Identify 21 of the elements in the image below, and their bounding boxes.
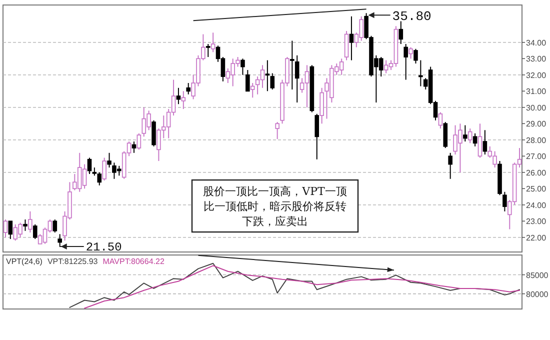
y-tick-label: 33.00 (526, 54, 547, 64)
y-tick-label: 85000 (526, 270, 549, 280)
annotation: 21.50 (86, 240, 122, 254)
y-tick-label: 28.00 (526, 136, 547, 145)
y-tick-label: 30.00 (526, 103, 547, 112)
annotation: 股价一顶比一顶高，VPT一顶比一顶低时，暗示股价将反转下跌，应卖出 (203, 185, 347, 228)
y-tick-label: 80000 (526, 290, 549, 299)
text: VPT:81225.93 (47, 257, 98, 266)
annotation: 35.80 (392, 9, 432, 24)
y-tick-label: 23.00 (526, 217, 547, 226)
y-tick-label: 32.00 (526, 70, 547, 80)
y-tick-label: 34.00 (526, 38, 547, 48)
text: MAVPT:80664.22 (102, 257, 165, 266)
y-tick-label: 27.00 (526, 152, 547, 162)
y-tick-label: 24.00 (526, 200, 547, 210)
y-tick-label: 31.00 (526, 87, 547, 96)
y-tick-label: 25.00 (526, 184, 547, 194)
y-tick-label: 22.00 (526, 233, 547, 242)
chart-title: VPT(24,6) (6, 257, 43, 266)
y-tick-label: 26.00 (526, 168, 547, 178)
y-tick-label: 29.00 (526, 120, 547, 129)
